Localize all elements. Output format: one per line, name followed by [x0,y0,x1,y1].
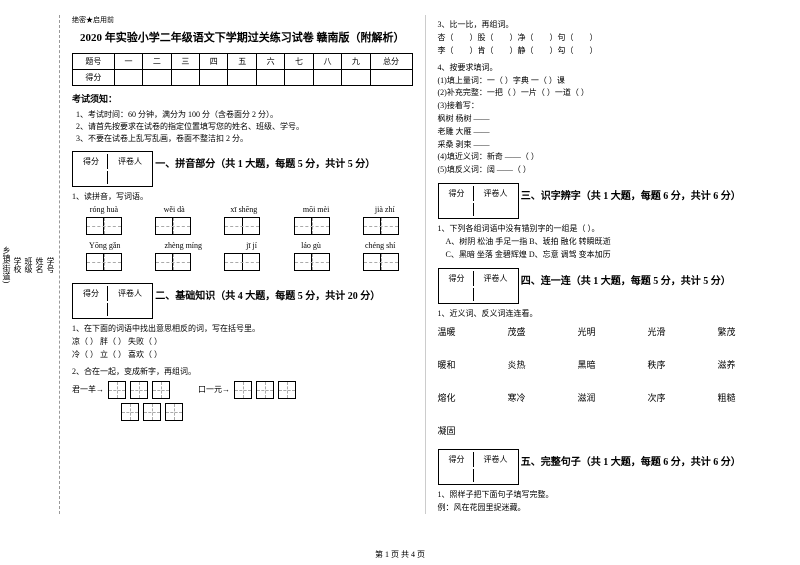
fill-item[interactable]: 老雕 大雁 —— [438,126,779,139]
q-label: 1、近义词、反义词连连看。 [438,308,779,319]
q-label: 1、读拼音，写词语。 [72,191,413,202]
grader-box: 得分评卷人 [72,151,153,187]
section-4-title: 四、连一连（共 1 大题，每题 5 分，共计 5 分） [521,276,731,287]
char-box[interactable] [108,381,126,399]
grader-box: 得分评卷人 [438,268,519,304]
combine-row [72,403,413,421]
compare-row[interactable]: 杏（ ）股（ ）净（ ）句（ ） [438,32,779,45]
char-box[interactable] [234,381,252,399]
table-row: 得分 [73,70,413,86]
fill-item[interactable]: 采桑 剥束 —— [438,139,779,152]
section-5-title: 五、完整句子（共 1 大题，每题 6 分，共计 6 分） [521,457,741,468]
char-box[interactable] [152,381,170,399]
char-box[interactable] [130,381,148,399]
word-match-grid[interactable]: 温暖茂盛光明光滑 繁茂暖和炎热黑暗 秩序滋养熔化寒冷 滋润次序粗糙凝固 [438,325,779,437]
char-box[interactable] [224,217,260,235]
page-footer: 第 1 页 共 4 页 [0,549,800,560]
pinyin-row: Yōng gǎn zhèng míng jī jí láo gù chéng s… [72,241,413,250]
q-label: 2、合在一起，变成新字，再组词。 [72,366,413,377]
pinyin-row: róng huà wěi dà xī shēng mōi mèi jià zhí [72,205,413,214]
char-box[interactable] [155,253,191,271]
score-table: 题号 一 二 三 四 五 六 七 八 九 总分 得分 [72,53,413,86]
char-box[interactable] [86,217,122,235]
char-box[interactable] [294,217,330,235]
side-label: 学校 [12,257,23,273]
notice-title: 考试须知： [72,92,413,105]
char-box[interactable] [143,403,161,421]
fill-item[interactable]: 枫树 杨树 —— [438,113,779,126]
q-label: 1、在下面的词语中找出意思相反的词，写在括号里。 [72,323,413,334]
notice-item: 2、请首先按要求在试卷的指定位置填写您的姓名、班级、学号。 [76,121,413,133]
compare-row[interactable]: 李（ ）肯（ ）静（ ）勾（ ） [438,45,779,58]
mc-option[interactable]: A、树阴 松油 手足一指 B、琥拍 融化 转瞬既逝 [446,236,779,249]
tianzige-row [72,217,413,235]
fill-item: (3)接着写： [438,100,779,113]
grader-box: 得分评卷人 [438,183,519,219]
table-row: 题号 一 二 三 四 五 六 七 八 九 总分 [73,54,413,70]
combine-row: 君一羊→ 口一元→ [72,381,413,399]
antonym-blanks[interactable]: 凉（ ） 胖（ ） 失败（ ） 冷（ ） 立（ ） 喜欢（ ） [72,336,413,362]
section-2-title: 二、基础知识（共 4 大题，每题 5 分，共计 20 分） [155,291,380,302]
side-label: 班级 [23,257,34,273]
fill-item[interactable]: (1)填上量词：一（ ）字典 一（ ）课 [438,75,779,88]
char-box[interactable] [278,381,296,399]
char-box[interactable] [224,253,260,271]
secret-mark: 绝密★启用前 [72,15,413,25]
section-3-title: 三、识字辨字（共 1 大题，每题 6 分，共计 6 分） [521,191,741,202]
notice-item: 3、不要在试卷上乱写乱画，卷面不整洁扣 2 分。 [76,133,413,145]
side-label: 姓名 [34,257,45,273]
section-1-title: 一、拼音部分（共 1 大题，每题 5 分，共计 5 分） [155,159,375,170]
exam-title: 2020 年实验小学二年级语文下学期过关练习试卷 赣南版（附解析） [72,29,413,45]
grader-box: 得分评卷人 [438,449,519,485]
char-box[interactable] [121,403,139,421]
q-label: 1、照样子把下面句子填写完整。 [438,489,779,500]
fill-item[interactable]: (2)补充完整：一把（ ）一片（ ）一道（ ） [438,87,779,100]
char-box[interactable] [363,253,399,271]
char-box[interactable] [165,403,183,421]
char-box[interactable] [256,381,274,399]
right-column: 3、比一比，再组词。 杏（ ）股（ ）净（ ）句（ ） 李（ ）肯（ ）静（ ）… [426,15,791,514]
binding-sidebar: 学号 姓名 班级 学校 乡镇(街道) [10,15,60,514]
char-box[interactable] [155,217,191,235]
fill-item[interactable]: (4)填近义词：新奇 ——（ ） [438,151,779,164]
example-text: 例：风在花园里捉迷藏。 [438,502,779,515]
tianzige-row [72,253,413,271]
char-box[interactable] [86,253,122,271]
q-label: 4、按要求填词。 [438,62,779,73]
left-column: 绝密★启用前 2020 年实验小学二年级语文下学期过关练习试卷 赣南版（附解析）… [60,15,426,514]
side-label: 乡镇(街道) [1,246,12,283]
notice-item: 1、考试时间：60 分钟，满分为 100 分（含卷面分 2 分）。 [76,109,413,121]
side-label: 学号 [45,257,56,273]
q-label: 1、下列各组词语中没有错别字的一组是（ ）。 [438,223,779,234]
fill-item[interactable]: (5)填反义词：阔 ——（ ） [438,164,779,177]
mc-option[interactable]: C、黑暗 坐落 金碧辉煌 D、忘意 调驾 变本加历 [446,249,779,262]
q-label: 3、比一比，再组词。 [438,19,779,30]
grader-box: 得分评卷人 [72,283,153,319]
char-box[interactable] [363,217,399,235]
char-box[interactable] [294,253,330,271]
